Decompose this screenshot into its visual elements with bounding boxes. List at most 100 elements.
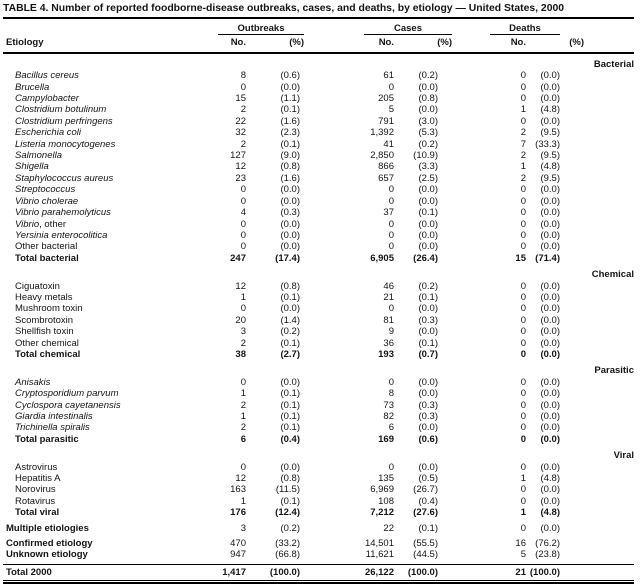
table-row: Trichinella spiralis 2 (0.1) 6 (0.0) 0 (0.0)	[3, 422, 634, 433]
value-cell: (0.0)	[280, 195, 300, 207]
value-cell: (0.0)	[540, 218, 560, 230]
spacer-cell	[584, 139, 634, 150]
value-cell: 1	[240, 388, 246, 400]
value-cell: 0	[520, 229, 526, 241]
etiology-cell: Clostridium perfringens	[15, 115, 113, 127]
value-cell: 169	[378, 433, 394, 445]
value-cell: 0	[520, 348, 526, 360]
value-cell: (0.0)	[540, 326, 560, 338]
value-cell: (0.1)	[280, 422, 300, 434]
value-cell: 15	[515, 252, 526, 264]
etiology-cell: Vibrio, other	[15, 218, 67, 230]
spacer-cell	[584, 496, 634, 507]
value-cell: (66.8)	[275, 549, 300, 561]
value-cell: (0.0)	[280, 461, 300, 473]
value-cell: 20	[235, 314, 246, 326]
spacer-cell	[584, 35, 634, 54]
value-cell: (0.1)	[280, 399, 300, 411]
table-row: Rotavirus 1 (0.1) 108 (0.4) 0 (0.0)	[3, 496, 634, 507]
etiology-cell: Scombrotoxin	[15, 314, 74, 326]
value-cell: 8	[388, 388, 394, 400]
value-cell: (0.0)	[280, 241, 300, 253]
value-cell: 0	[520, 218, 526, 230]
deaths-pct-header: (%)	[526, 35, 584, 54]
value-cell: (0.2)	[418, 138, 438, 150]
spacer-cell	[584, 462, 634, 473]
etiology-column-header: Etiology	[3, 35, 194, 54]
value-cell: (0.0)	[280, 81, 300, 93]
table-row: Vibrio, other 0 (0.0) 0 (0.0) 0 (0.0)	[3, 219, 634, 230]
value-cell: 0	[388, 376, 394, 388]
table-row: Hepatitis A 12 (0.8) 135 (0.5) 1 (4.8)	[3, 473, 634, 484]
value-cell: 2	[520, 127, 526, 139]
deaths-no-header: No.	[452, 35, 526, 54]
etiology-cell: Norovirus	[15, 484, 56, 496]
value-cell: (0.1)	[418, 522, 438, 534]
value-cell: 16	[515, 538, 526, 550]
table-row: Vibrio parahemolyticus 4 (0.3) 37 (0.1) 0 (0.0…	[3, 207, 634, 218]
value-cell: 1	[240, 411, 246, 422]
value-cell: (10.9)	[413, 150, 438, 162]
value-cell: (26.4)	[413, 252, 438, 264]
spacer-cell	[584, 173, 634, 184]
value-cell: 11,621	[365, 549, 394, 561]
value-cell: 0	[388, 195, 394, 207]
value-cell: (0.0)	[540, 376, 560, 388]
value-cell: (0.0)	[418, 81, 438, 93]
value-cell: 0	[520, 280, 526, 292]
value-cell: (0.0)	[418, 218, 438, 230]
spacer-cell	[584, 116, 634, 127]
table-row: Shigella 12 (0.8) 866 (3.3) 1 (4.8)	[3, 161, 634, 172]
spacer-cell	[584, 241, 634, 252]
value-cell: 0	[240, 376, 246, 388]
value-cell: 7	[520, 138, 526, 150]
value-cell: 1	[520, 507, 526, 519]
table-row: Yersinia enterocolitica 0 (0.0) 0 (0.0) 0 (0.0…	[3, 230, 634, 241]
table-row: Clostridium perfringens 22 (1.6) 791 (3.0) 0 (…	[3, 116, 634, 127]
spacer-cell	[3, 19, 194, 35]
value-cell: 947	[230, 549, 246, 561]
etiology-cell: Rotavirus	[15, 495, 56, 507]
value-cell: (0.0)	[540, 184, 560, 196]
value-cell: 32	[235, 127, 246, 139]
spacer-cell	[584, 303, 634, 314]
value-cell: (0.1)	[280, 388, 300, 400]
etiology-cell: Heavy metals	[15, 291, 73, 303]
value-cell: 41	[383, 138, 394, 150]
value-cell: 0	[520, 337, 526, 349]
value-cell: (0.0)	[418, 195, 438, 207]
value-cell: 0	[520, 522, 526, 534]
etiology-cell: Mushroom toxin	[15, 303, 83, 315]
etiology-cell: Unknown etiology	[6, 549, 88, 561]
spacer-cell	[584, 377, 634, 388]
table-row: Salmonella 127 (9.0) 2,850 (10.9) 2 (9.5)	[3, 150, 634, 161]
value-cell: (0.8)	[280, 161, 300, 173]
value-cell: (0.0)	[540, 93, 560, 105]
table-row: Confirmed etiology 470 (33.2) 14,501 (55.5) 1…	[3, 534, 634, 549]
value-cell: 4	[240, 207, 246, 219]
column-groups-row: Outbreaks Cases Deaths	[3, 19, 634, 36]
value-cell: (1.1)	[280, 93, 300, 105]
etiology-cell: Cryptosporidium parvum	[15, 388, 119, 400]
spacer-cell	[584, 93, 634, 104]
etiology-table: Outbreaks Cases Deaths Etiology No. (%) …	[3, 19, 634, 582]
spacer-cell	[584, 411, 634, 422]
value-cell: (0.2)	[418, 70, 438, 82]
value-cell: 0	[520, 70, 526, 82]
value-cell: 12	[235, 161, 246, 173]
value-cell: (0.0)	[540, 348, 560, 360]
value-cell: 37	[383, 207, 394, 219]
value-cell: 6	[240, 433, 246, 445]
spacer-cell	[584, 150, 634, 161]
value-cell: 193	[378, 348, 394, 360]
value-cell: 2	[520, 172, 526, 184]
etiology-cell: Shigella	[15, 161, 49, 173]
value-cell: 0	[520, 422, 526, 434]
value-cell: (0.0)	[540, 337, 560, 349]
spacer-cell	[584, 422, 634, 433]
value-cell: (0.3)	[280, 207, 300, 219]
value-cell: (3.0)	[418, 115, 438, 127]
table-row: Ciguatoxin 12 (0.8) 46 (0.2) 0 (0.0)	[3, 281, 634, 292]
value-cell: 0	[520, 207, 526, 219]
